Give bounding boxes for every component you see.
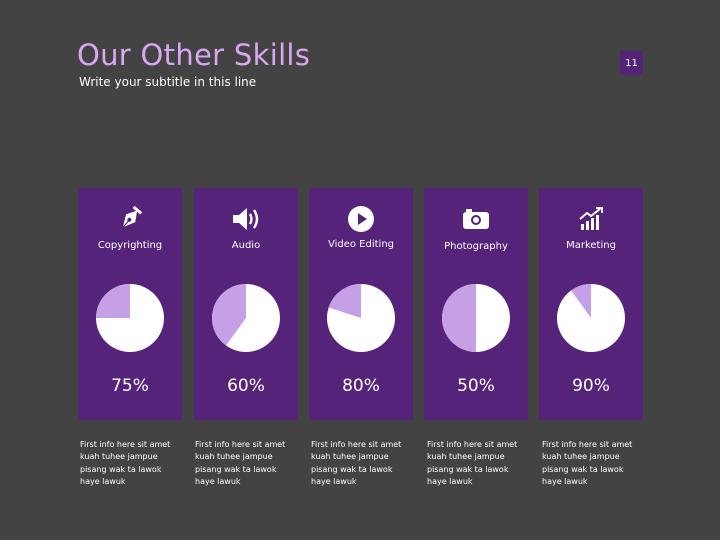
skill-percent: 75% [111, 376, 149, 396]
description-line: haye lawuk [80, 477, 126, 487]
skill-card-video-editing: Video Editing 80% [309, 188, 413, 420]
skill-percent: 80% [342, 376, 380, 396]
pie-filled-slice [212, 284, 246, 346]
description-line: kuah tuhee jampue [542, 452, 620, 462]
skill-label: Photography [444, 241, 508, 252]
description-line: pisang wak ta lawok [80, 464, 162, 474]
skill-card-photography: Photography 50% [424, 188, 528, 420]
description-line: First info here sit amet [195, 440, 286, 449]
skill-label: Copyrighting [97, 240, 163, 251]
pen-nib-icon [112, 205, 148, 233]
pie-filled-slice [328, 284, 361, 318]
description-line: haye lawuk [427, 477, 473, 487]
growth-chart-icon [573, 205, 609, 233]
description-line: First info here sit amet [311, 440, 402, 449]
skill-pie [212, 284, 280, 352]
description-line: pisang wak ta lawok [195, 464, 277, 474]
slide-subtitle: Write your subtitle in this line [79, 75, 257, 89]
description-line: pisang wak ta lawok [542, 464, 624, 474]
skill-label: Video Editing [327, 239, 395, 250]
description-line: kuah tuhee jampue [195, 452, 273, 462]
skill-description-copyrighting: First info here sit amet kuah tuhee jamp… [80, 439, 184, 489]
skill-description-audio: First info here sit amet kuah tuhee jamp… [195, 439, 299, 489]
description-line: kuah tuhee jampue [427, 452, 505, 462]
description-line: First info here sit amet [542, 440, 633, 449]
skill-card-copyrighting: Copyrighting 75% [78, 188, 182, 420]
skill-percent: 60% [227, 376, 265, 396]
skill-pie [327, 284, 395, 352]
pie-filled-slice [571, 284, 591, 318]
description-line: pisang wak ta lawok [311, 464, 393, 474]
skill-description-video-editing: First info here sit amet kuah tuhee jamp… [311, 439, 415, 489]
description-line: haye lawuk [311, 477, 357, 487]
skill-pie [442, 284, 510, 352]
pie-filled-slice [442, 284, 476, 352]
skill-description-marketing: First info here sit amet kuah tuhee jamp… [542, 439, 646, 489]
slide-title: Our Other Skills [77, 38, 311, 72]
speaker-icon [228, 205, 264, 233]
description-line: kuah tuhee jampue [80, 452, 158, 462]
skill-card-audio: Audio 60% [194, 188, 298, 420]
skill-label: Audio [231, 240, 261, 251]
description-line: kuah tuhee jampue [311, 452, 389, 462]
description-line: First info here sit amet [80, 440, 171, 449]
description-line: haye lawuk [195, 477, 241, 487]
skill-pie [96, 284, 164, 352]
pie-filled-slice [96, 284, 130, 318]
skill-label: Marketing [566, 240, 616, 251]
description-line: pisang wak ta lawok [427, 464, 509, 474]
description-line: First info here sit amet [427, 440, 518, 449]
skill-card-marketing: Marketing 90% [539, 188, 643, 420]
skill-percent: 90% [572, 376, 610, 396]
skill-pie [557, 284, 625, 352]
skill-description-photography: First info here sit amet kuah tuhee jamp… [427, 439, 531, 489]
camera-icon [458, 205, 494, 233]
play-circle-icon [343, 205, 379, 233]
page-number-badge: 11 [620, 51, 643, 75]
skill-percent: 50% [457, 376, 495, 396]
description-line: haye lawuk [542, 477, 588, 487]
